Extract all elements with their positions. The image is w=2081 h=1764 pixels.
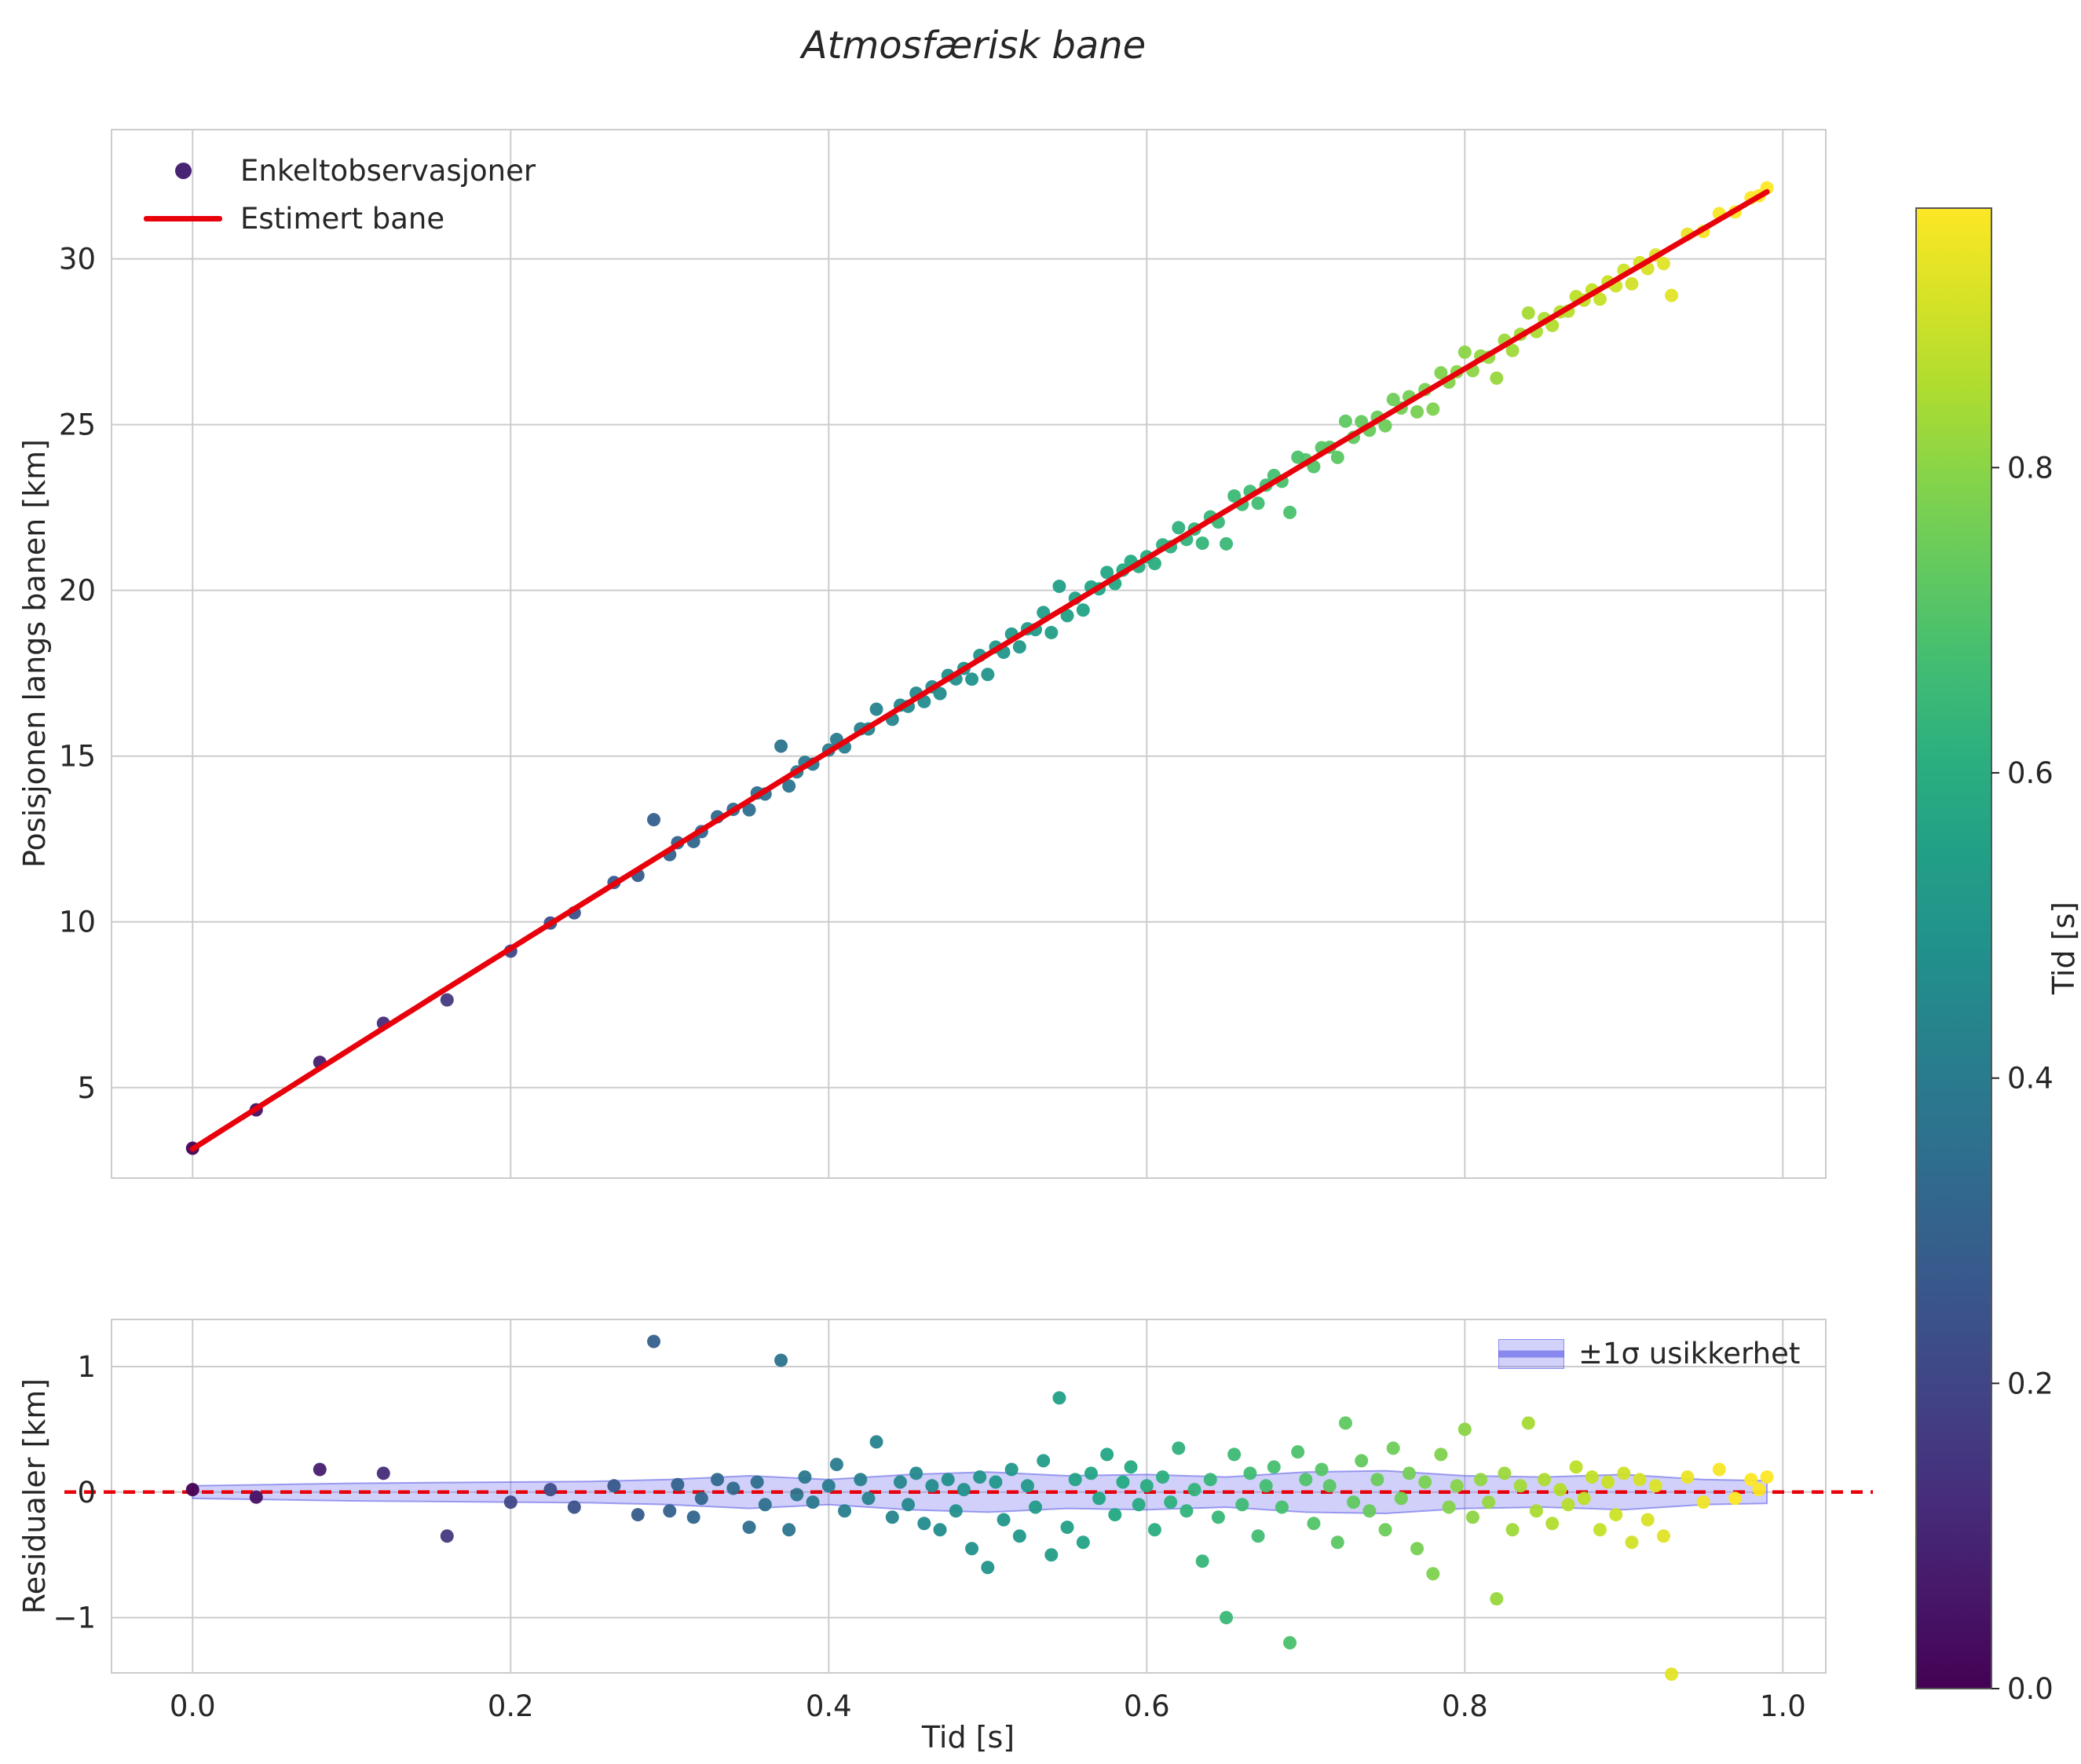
- x-axis-label: Tid [s]: [921, 1720, 1015, 1755]
- svg-text:1.0: 1.0: [1760, 1689, 1806, 1723]
- svg-text:−1: −1: [53, 1601, 96, 1635]
- uncertainty-band-icon: [1498, 1338, 1564, 1369]
- line-icon: [144, 216, 222, 221]
- legend-item-observations: Enkeltobservasjoner: [140, 154, 536, 188]
- svg-text:0.2: 0.2: [2007, 1367, 2054, 1400]
- svg-text:0.2: 0.2: [488, 1689, 534, 1723]
- main-grid: [112, 130, 1826, 1178]
- dot-icon: [174, 163, 192, 179]
- colorbar-tick-labels: 0.0 0.2 0.4 0.6 0.8: [1991, 451, 2054, 1706]
- chart-title: Atmosfærisk bane: [801, 24, 1147, 68]
- residual-legend: ±1σ usikkerhet: [1498, 1337, 1800, 1371]
- main-legend: Enkeltobservasjoner Estimert bane: [140, 154, 536, 236]
- svg-text:0: 0: [77, 1476, 96, 1510]
- residual-y-axis-label: Residualer [km]: [17, 1378, 52, 1615]
- xtick-labels: 0.0 0.2 0.4 0.6 0.8 1.0: [170, 1689, 1806, 1723]
- svg-text:1: 1: [77, 1350, 96, 1384]
- fit-line: [189, 188, 1770, 1152]
- svg-text:5: 5: [77, 1071, 96, 1105]
- svg-text:15: 15: [59, 740, 96, 774]
- svg-text:0.6: 0.6: [2007, 756, 2054, 790]
- main-y-axis-label: Posisjonen langs banen [km]: [17, 438, 52, 869]
- colorbar-label: Tid [s]: [2046, 901, 2081, 995]
- colorbar-frame: [1915, 207, 1992, 1689]
- legend-item-fit-line: Estimert bane: [140, 202, 536, 236]
- line-marker-icon: [140, 216, 226, 221]
- main-ytick-labels: 5 10 15 20 25 30: [59, 243, 96, 1105]
- legend-label-observations: Enkeltobservasjoner: [240, 154, 536, 188]
- svg-text:0.6: 0.6: [1124, 1689, 1170, 1723]
- svg-text:0.8: 0.8: [1442, 1689, 1488, 1723]
- colorbar-gradient: [1916, 208, 1991, 1689]
- svg-text:30: 30: [59, 243, 96, 276]
- svg-text:20: 20: [59, 574, 96, 608]
- svg-text:0.4: 0.4: [2007, 1062, 2054, 1096]
- residual-axes-frame: [111, 1319, 1827, 1674]
- legend-label-uncertainty: ±1σ usikkerhet: [1578, 1337, 1801, 1371]
- svg-text:25: 25: [59, 408, 96, 442]
- main-axes-frame: [111, 129, 1827, 1179]
- legend-label-fit-line: Estimert bane: [240, 202, 445, 236]
- svg-text:0.8: 0.8: [2007, 451, 2054, 485]
- residual-scatter-points: [185, 1334, 1774, 1682]
- residual-ytick-labels: −1 0 1: [53, 1350, 96, 1635]
- scatter-marker-icon: [140, 163, 226, 179]
- svg-text:0.0: 0.0: [170, 1689, 216, 1723]
- svg-text:0.0: 0.0: [2007, 1672, 2054, 1706]
- svg-text:0.4: 0.4: [806, 1689, 852, 1723]
- svg-text:10: 10: [59, 906, 96, 939]
